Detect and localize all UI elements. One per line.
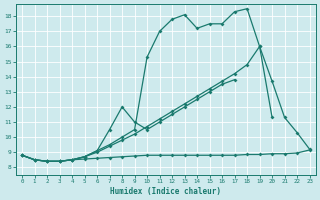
X-axis label: Humidex (Indice chaleur): Humidex (Indice chaleur) — [110, 187, 221, 196]
